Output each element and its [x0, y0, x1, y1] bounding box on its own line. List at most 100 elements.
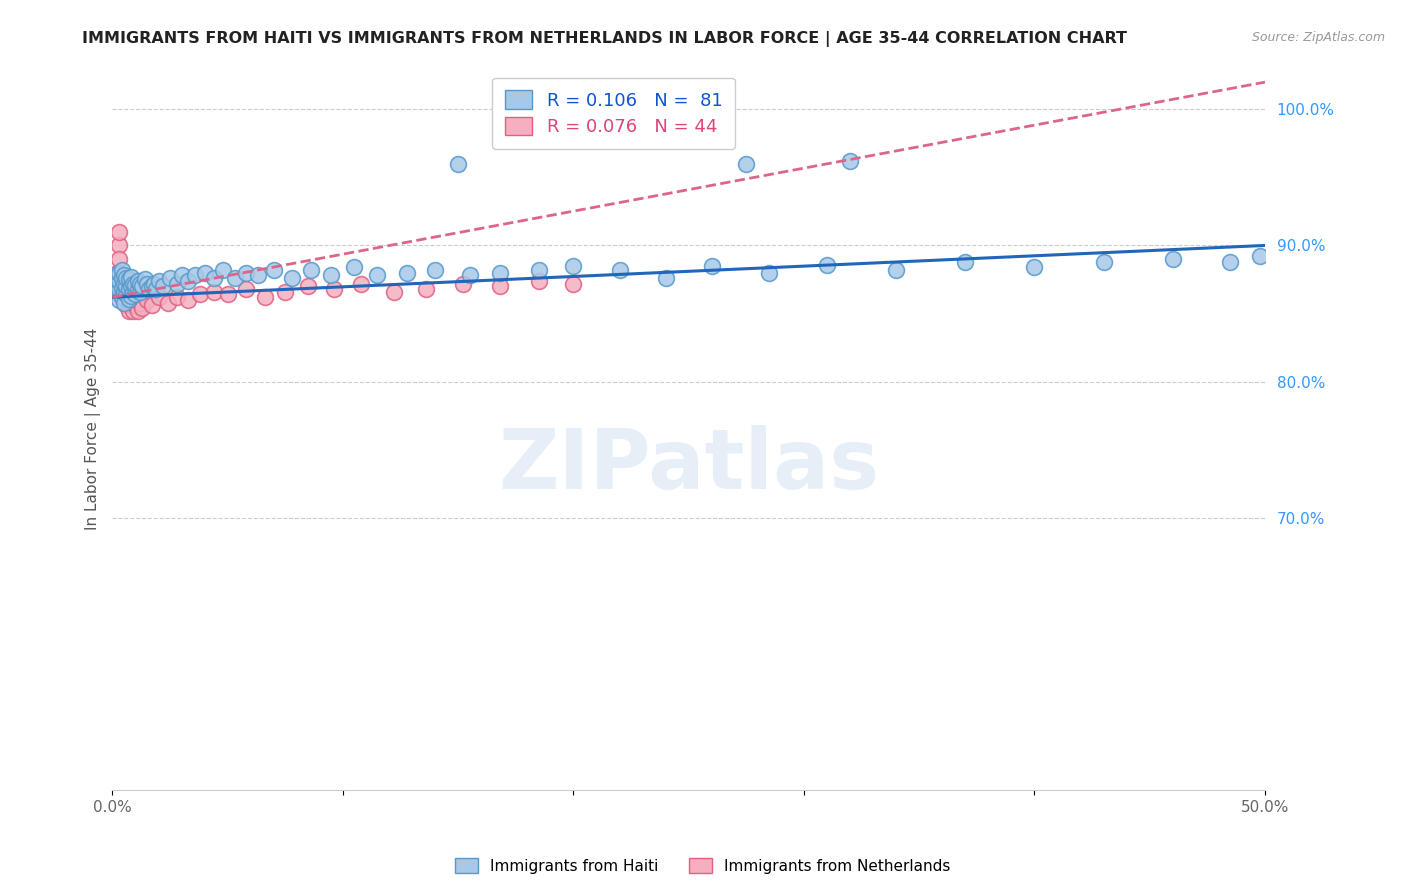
Point [488, 266, 510, 280]
Point [281, 271, 304, 285]
Point [177, 274, 200, 288]
Legend: R = 0.106   N =  81, R = 0.076   N = 44: R = 0.106 N = 81, R = 0.076 N = 44 [492, 78, 735, 149]
Point [166, 290, 188, 304]
Point [700, 259, 723, 273]
Point [458, 268, 481, 283]
Point [166, 277, 188, 291]
Point [120, 298, 142, 312]
Point [1219, 254, 1241, 268]
Point [111, 290, 134, 304]
Point [136, 293, 159, 307]
Point [447, 157, 470, 171]
Point [105, 282, 128, 296]
Point [350, 277, 373, 291]
Point [299, 263, 322, 277]
Legend: Immigrants from Haiti, Immigrants from Netherlands: Immigrants from Haiti, Immigrants from N… [449, 852, 957, 880]
Point [122, 303, 145, 318]
Point [527, 274, 550, 288]
Point [117, 293, 139, 307]
Point [111, 277, 134, 291]
Point [105, 266, 128, 280]
Point [105, 286, 128, 301]
Point [217, 287, 239, 301]
Point [253, 290, 276, 304]
Point [343, 260, 366, 275]
Point [108, 238, 131, 252]
Point [117, 272, 139, 286]
Point [423, 263, 446, 277]
Point [104, 279, 127, 293]
Point [170, 268, 193, 283]
Point [562, 259, 585, 273]
Point [488, 279, 510, 293]
Point [382, 285, 405, 299]
Point [366, 268, 388, 283]
Point [108, 266, 131, 280]
Point [1161, 252, 1184, 266]
Point [129, 295, 152, 310]
Point [527, 263, 550, 277]
Point [224, 271, 246, 285]
Point [112, 277, 135, 291]
Point [108, 282, 131, 296]
Point [124, 298, 146, 312]
Point [124, 277, 146, 292]
Point [884, 263, 907, 277]
Point [122, 277, 145, 291]
Point [112, 268, 135, 283]
Point [184, 268, 207, 283]
Point [141, 298, 163, 312]
Point [177, 293, 200, 307]
Point [120, 289, 142, 303]
Point [108, 252, 131, 266]
Point [124, 287, 146, 301]
Point [111, 271, 134, 285]
Point [108, 225, 131, 239]
Point [115, 298, 138, 312]
Point [127, 303, 149, 318]
Point [815, 258, 838, 272]
Text: Source: ZipAtlas.com: Source: ZipAtlas.com [1251, 31, 1385, 45]
Point [194, 266, 217, 280]
Point [839, 154, 862, 169]
Point [142, 277, 165, 291]
Point [322, 282, 344, 296]
Point [235, 266, 257, 280]
Point [654, 271, 676, 285]
Point [735, 157, 758, 171]
Point [108, 274, 131, 288]
Point [609, 263, 631, 277]
Point [235, 282, 257, 296]
Point [115, 287, 138, 301]
Point [115, 279, 138, 293]
Point [148, 274, 170, 288]
Point [955, 254, 977, 268]
Point [112, 282, 135, 296]
Point [117, 303, 139, 318]
Point [758, 266, 780, 280]
Point [108, 293, 131, 307]
Point [111, 280, 134, 294]
Point [297, 279, 319, 293]
Point [104, 279, 127, 293]
Point [396, 266, 419, 280]
Point [120, 279, 142, 293]
Point [321, 268, 343, 283]
Point [212, 263, 235, 277]
Point [415, 282, 437, 296]
Point [120, 290, 142, 304]
Point [246, 268, 269, 283]
Point [117, 282, 139, 296]
Point [105, 268, 128, 283]
Point [112, 293, 135, 307]
Point [112, 285, 135, 299]
Point [129, 277, 152, 291]
Point [141, 279, 163, 293]
Point [152, 279, 174, 293]
Point [117, 292, 139, 306]
Point [111, 263, 134, 277]
Y-axis label: In Labor Force | Age 35-44: In Labor Force | Age 35-44 [86, 328, 101, 531]
Point [111, 268, 134, 283]
Point [122, 295, 145, 310]
Point [274, 285, 297, 299]
